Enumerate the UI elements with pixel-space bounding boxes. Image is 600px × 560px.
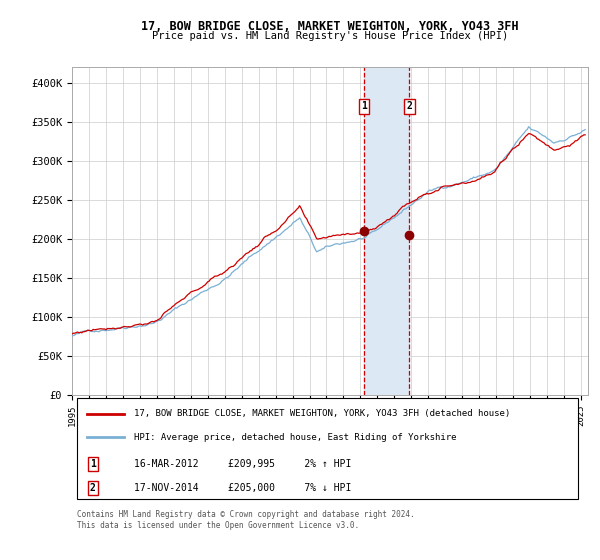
Text: Contains HM Land Registry data © Crown copyright and database right 2024.
This d: Contains HM Land Registry data © Crown c… xyxy=(77,510,415,530)
Text: 17-NOV-2014     £205,000     7% ↓ HPI: 17-NOV-2014 £205,000 7% ↓ HPI xyxy=(134,483,351,493)
FancyBboxPatch shape xyxy=(77,398,578,498)
Text: 2: 2 xyxy=(406,101,412,111)
Text: 17, BOW BRIDGE CLOSE, MARKET WEIGHTON, YORK, YO43 3FH (detached house): 17, BOW BRIDGE CLOSE, MARKET WEIGHTON, Y… xyxy=(134,409,510,418)
Text: HPI: Average price, detached house, East Riding of Yorkshire: HPI: Average price, detached house, East… xyxy=(134,432,457,442)
Text: 1: 1 xyxy=(90,459,95,469)
Text: 16-MAR-2012     £209,995     2% ↑ HPI: 16-MAR-2012 £209,995 2% ↑ HPI xyxy=(134,459,351,469)
Text: 17, BOW BRIDGE CLOSE, MARKET WEIGHTON, YORK, YO43 3FH: 17, BOW BRIDGE CLOSE, MARKET WEIGHTON, Y… xyxy=(141,20,519,32)
Text: Price paid vs. HM Land Registry's House Price Index (HPI): Price paid vs. HM Land Registry's House … xyxy=(152,31,508,41)
Text: 2: 2 xyxy=(90,483,95,493)
Bar xyxy=(364,67,409,395)
Text: 1: 1 xyxy=(361,101,367,111)
